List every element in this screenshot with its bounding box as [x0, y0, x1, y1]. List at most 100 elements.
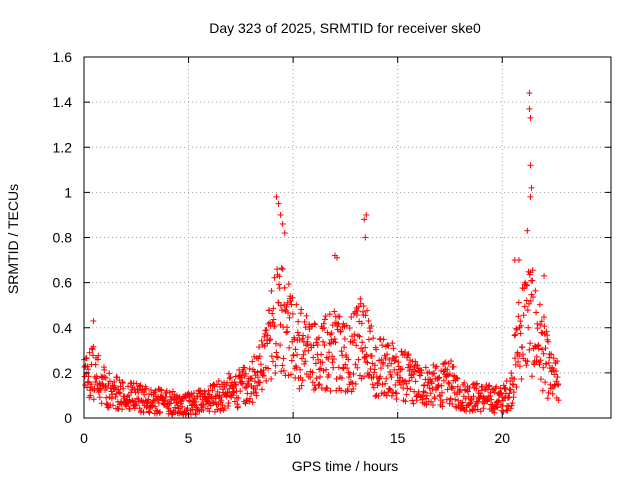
data-point — [109, 402, 116, 409]
data-point — [406, 357, 413, 364]
data-point — [444, 366, 451, 373]
data-point — [507, 386, 514, 393]
data-point — [311, 320, 318, 327]
data-point — [380, 336, 387, 343]
data-point — [539, 387, 546, 394]
data-point — [545, 389, 552, 396]
grid-lines — [84, 57, 611, 418]
data-point — [269, 319, 276, 326]
data-point — [190, 390, 197, 397]
data-point — [214, 406, 221, 413]
data-point — [386, 385, 393, 392]
data-point — [454, 375, 461, 382]
data-point — [351, 331, 358, 338]
data-point — [510, 389, 517, 396]
data-point — [112, 384, 119, 391]
data-point — [370, 384, 377, 391]
data-point — [325, 355, 332, 362]
data-point — [137, 382, 144, 389]
data-point — [494, 404, 501, 411]
data-point — [388, 360, 395, 367]
plot-frame — [83, 56, 612, 419]
data-point — [286, 344, 293, 351]
data-point — [410, 371, 417, 378]
data-point — [356, 333, 363, 340]
data-point — [506, 386, 513, 393]
data-point — [365, 372, 372, 379]
y-axis-label: SRMTID / TECUs — [5, 184, 21, 294]
data-point — [193, 398, 200, 405]
data-point — [106, 378, 113, 385]
data-point — [422, 389, 429, 396]
data-point — [439, 399, 446, 406]
data-point — [152, 403, 159, 410]
data-point — [355, 332, 362, 339]
data-point — [414, 362, 421, 369]
data-point — [126, 405, 133, 412]
data-point — [292, 346, 299, 353]
data-point — [353, 312, 360, 319]
data-point — [301, 360, 308, 367]
data-point — [528, 373, 535, 380]
data-point — [364, 307, 371, 314]
data-point — [448, 358, 455, 365]
data-point — [133, 380, 140, 387]
data-point — [261, 343, 268, 350]
data-point — [175, 405, 182, 412]
data-point — [526, 105, 533, 112]
data-point — [251, 353, 258, 360]
data-point — [493, 403, 500, 410]
data-point — [354, 364, 361, 371]
data-point — [278, 265, 285, 272]
data-point — [440, 377, 447, 384]
data-point — [361, 373, 368, 380]
data-point — [315, 382, 322, 389]
data-point — [281, 284, 288, 291]
data-point — [382, 343, 389, 350]
data-point — [280, 367, 287, 374]
data-point — [346, 374, 353, 381]
data-point — [527, 193, 534, 200]
data-point — [283, 329, 290, 336]
y-tick-label: 1.2 — [53, 139, 73, 155]
data-point — [524, 307, 531, 314]
data-points — [81, 90, 562, 418]
data-point — [437, 393, 444, 400]
data-point — [379, 381, 386, 388]
data-point — [129, 397, 136, 404]
data-point — [143, 385, 150, 392]
data-point — [284, 328, 291, 335]
data-point — [511, 332, 518, 339]
data-point — [515, 257, 522, 264]
data-point — [403, 391, 410, 398]
data-point — [98, 400, 105, 407]
data-point — [221, 405, 228, 412]
data-point — [495, 397, 502, 404]
data-point — [554, 374, 561, 381]
data-point — [305, 347, 312, 354]
data-point — [273, 193, 280, 200]
data-point — [412, 358, 419, 365]
data-point — [90, 352, 97, 359]
data-point — [289, 294, 296, 301]
data-point — [337, 328, 344, 335]
data-point — [345, 356, 352, 363]
data-point — [284, 299, 291, 306]
data-point — [300, 332, 307, 339]
data-point — [363, 211, 370, 218]
data-point — [242, 370, 249, 377]
data-point — [135, 389, 142, 396]
tick-labels: 0 5 10 15 20 0 0.2 0.4 0.6 0.8 1 1.2 1.4 1.6 — [53, 49, 511, 446]
data-point — [88, 381, 95, 388]
data-point — [540, 364, 547, 371]
data-point — [493, 383, 500, 390]
data-point — [86, 349, 93, 356]
data-point — [304, 341, 311, 348]
data-point — [540, 314, 547, 321]
data-point — [312, 360, 319, 367]
axis-ticks — [83, 56, 611, 419]
data-point — [331, 336, 338, 343]
data-point — [484, 397, 491, 404]
data-point — [218, 394, 225, 401]
